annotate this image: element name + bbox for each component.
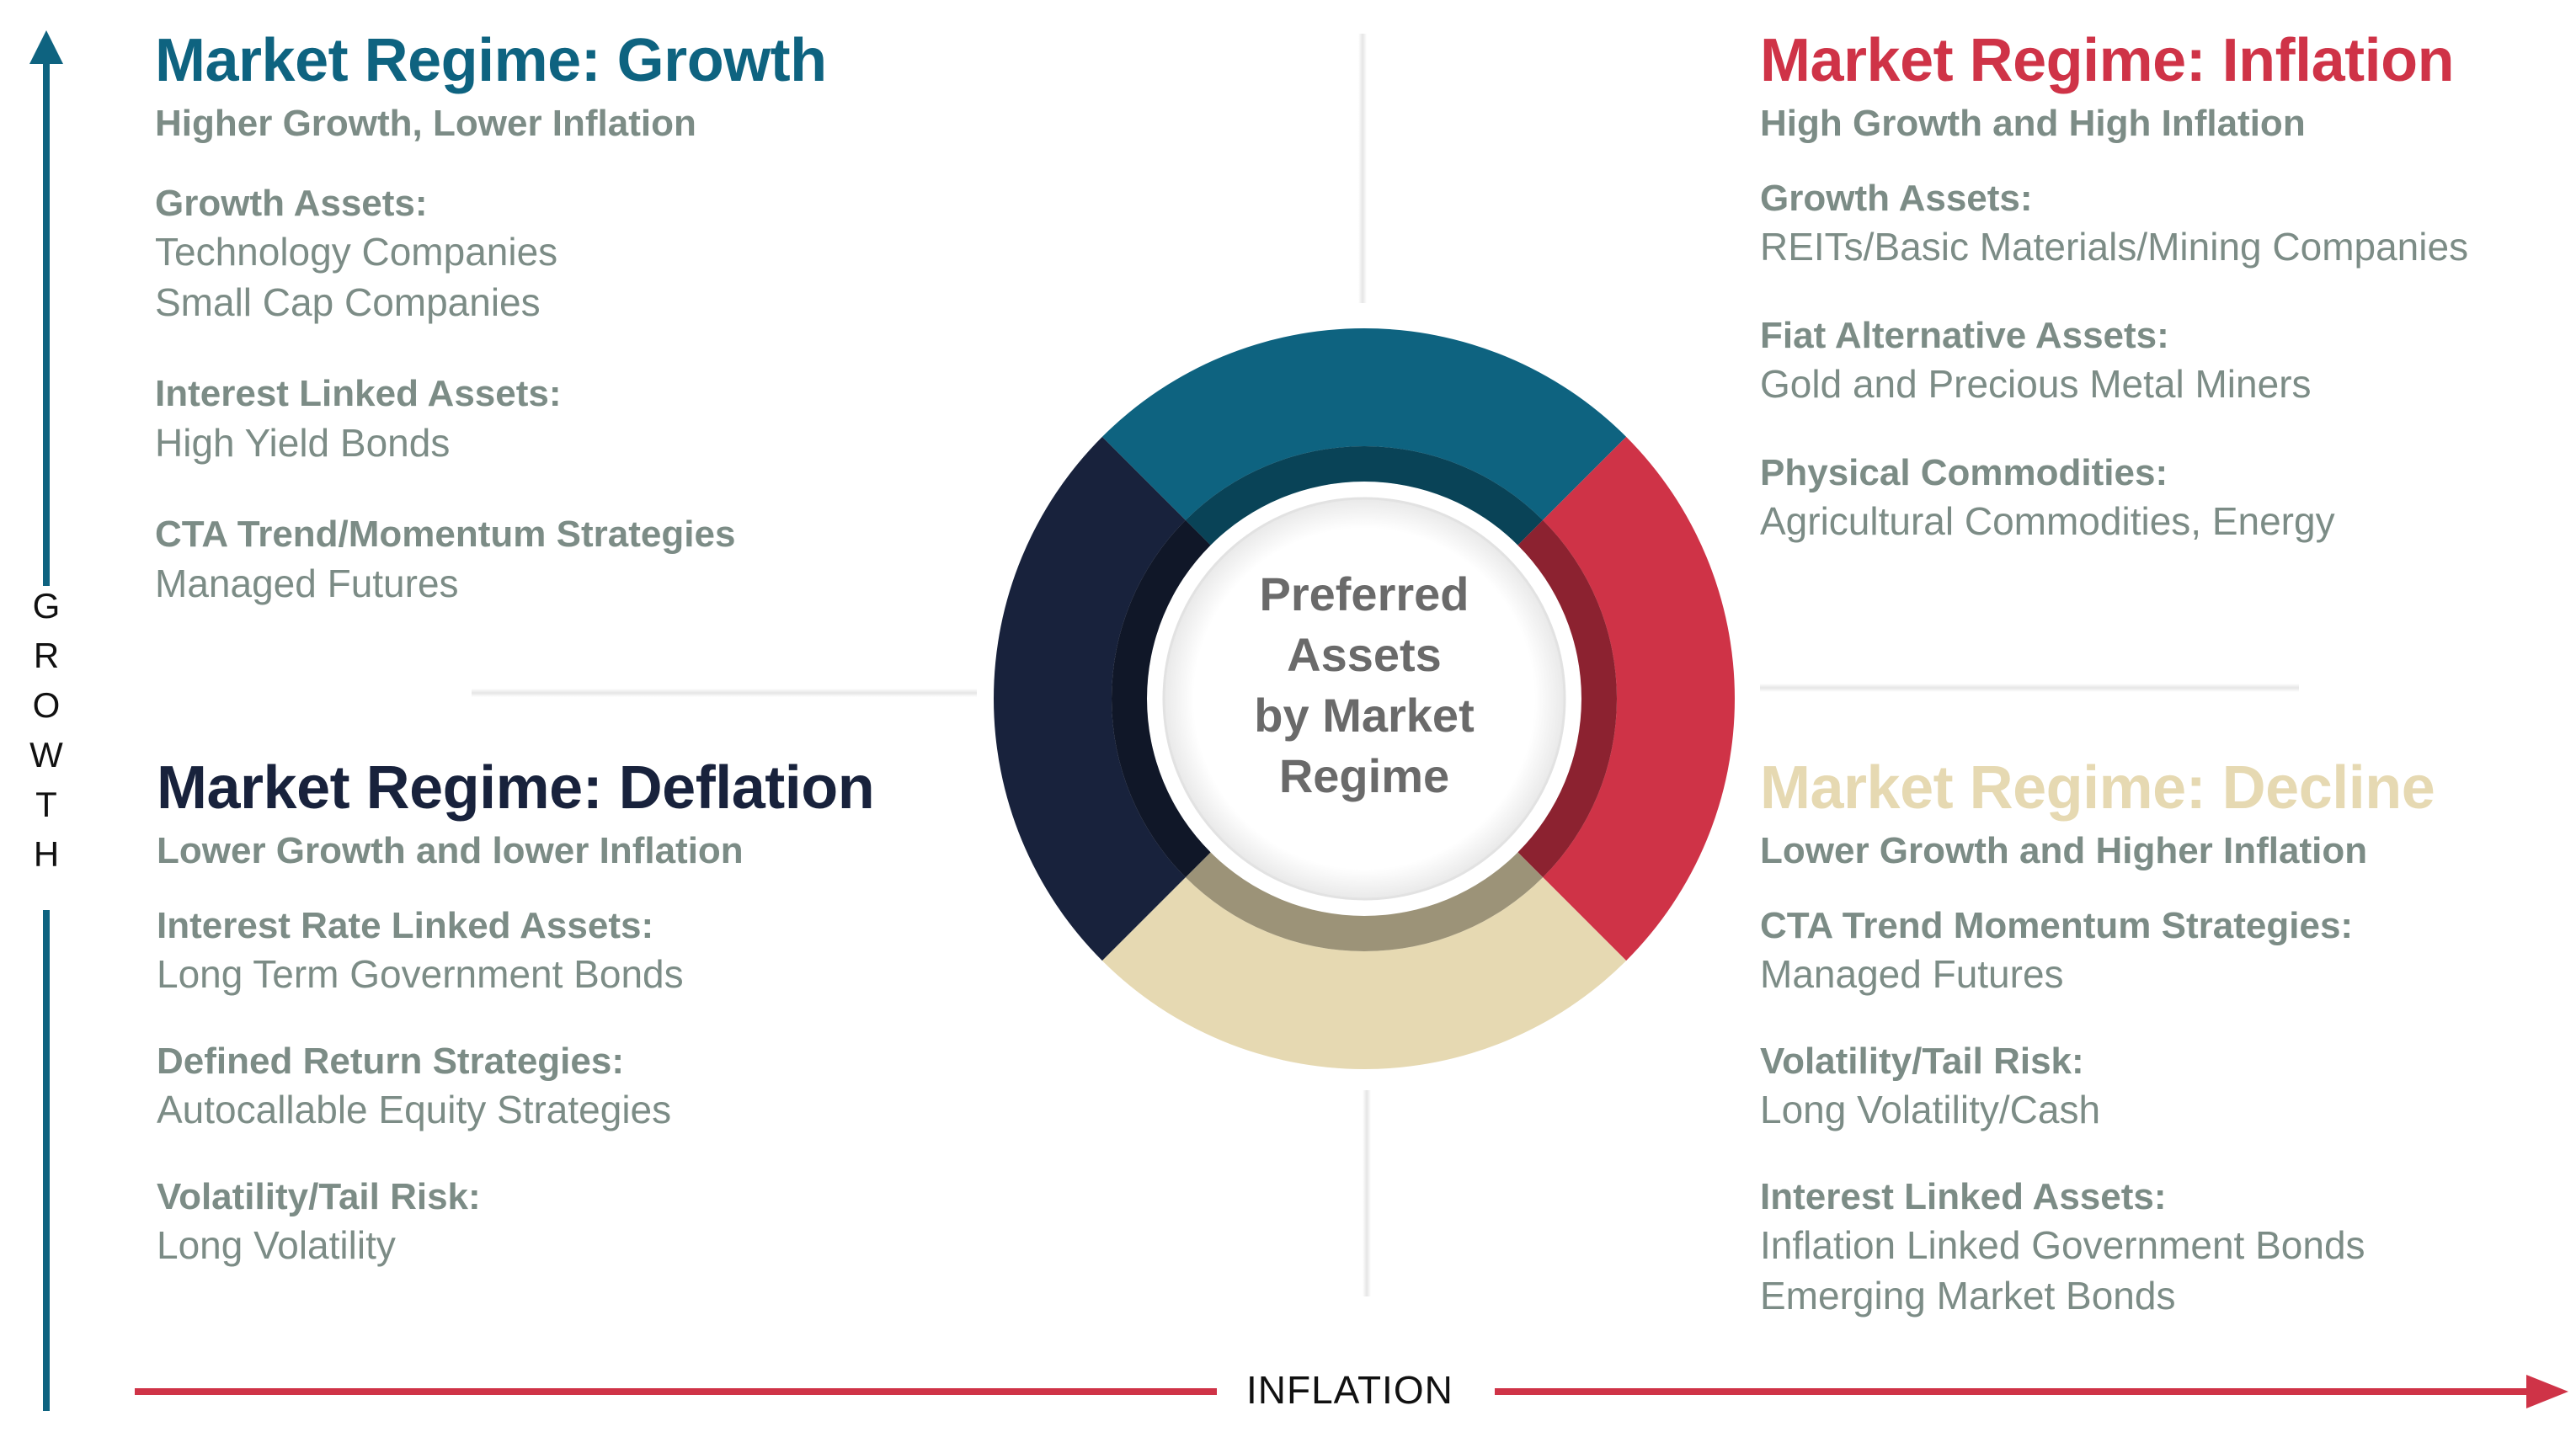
asset-group-heading: Volatility/Tail Risk: (157, 1175, 481, 1217)
asset-item: Long Volatility/Cash (1760, 1087, 2101, 1131)
center-label-line: Assets (1287, 628, 1442, 681)
asset-item: High Yield Bonds (155, 420, 451, 465)
asset-group: Interest Linked Assets: Inflation Linked… (1760, 1173, 2568, 1322)
growth-letter: G (32, 586, 61, 626)
growth-axis-arrow (29, 30, 63, 1411)
regime-subtitle: Higher Growth, Lower Inflation (155, 103, 696, 144)
asset-group: CTA Trend/Momentum Strategies Managed Fu… (155, 510, 913, 609)
regime-title: Market Regime: Deflation (157, 754, 875, 822)
growth-letter: W (29, 735, 63, 775)
quadrant-inflation: Market Regime: Inflation High Growth and… (1760, 30, 2568, 547)
regime-title: Market Regime: Growth (155, 27, 827, 94)
growth-letter: T (35, 785, 57, 824)
ring-segment-inflation (1543, 436, 1735, 961)
asset-item: Autocallable Equity Strategies (157, 1087, 672, 1131)
asset-group-heading: Volatility/Tail Risk: (1760, 1040, 2084, 1082)
ring-inner-shade (1185, 446, 1544, 546)
quadrant-growth: Market Regime: Growth Higher Growth, Low… (155, 30, 913, 609)
asset-group-heading: Interest Linked Assets: (1760, 1175, 2167, 1217)
asset-group: CTA Trend Momentum Strategies: Managed F… (1760, 902, 2568, 1000)
asset-group-heading: Defined Return Strategies: (157, 1040, 624, 1082)
regime-subtitle: Lower Growth and Higher Inflation (1760, 830, 2368, 871)
asset-item: Managed Futures (1760, 951, 2064, 996)
asset-group-heading: Interest Rate Linked Assets: (157, 904, 654, 946)
inflation-axis-label: INFLATION (1246, 1368, 1453, 1412)
asset-item: Managed Futures (155, 561, 459, 605)
asset-item: Long Term Government Bonds (157, 951, 684, 996)
ring-inner-shade (1517, 519, 1617, 878)
divider-bottom (1363, 1090, 1371, 1296)
quadrant-deflation: Market Regime: Deflation Lower Growth an… (157, 758, 915, 1271)
asset-item: Long Volatility (157, 1222, 396, 1267)
asset-group: Interest Rate Linked Assets: Long Term G… (157, 902, 915, 1000)
regime-title: Market Regime: Inflation (1760, 27, 2455, 94)
regime-subtitle: High Growth and High Inflation (1760, 103, 2306, 144)
asset-group: Growth Assets: Technology Companies Smal… (155, 179, 913, 328)
asset-item: Technology Companies (155, 229, 558, 274)
regime-subtitle: Lower Growth and lower Inflation (157, 830, 744, 871)
asset-group-heading: Physical Commodities: (1760, 451, 2168, 493)
ring-inner-shadow (1517, 519, 1617, 878)
center-label-line: Regime (1278, 749, 1450, 802)
center-label: Preferred Assets by Market Regime (1229, 564, 1499, 806)
ring-segment-decline (1101, 877, 1627, 1069)
growth-letter: O (32, 685, 61, 725)
asset-group-heading: Fiat Alternative Assets: (1760, 314, 2169, 356)
regime-title: Market Regime: Decline (1760, 754, 2435, 822)
asset-group: Growth Assets: REITs/Basic Materials/Min… (1760, 174, 2568, 273)
asset-group: Fiat Alternative Assets: Gold and Precio… (1760, 311, 2568, 410)
asset-group-heading: CTA Trend/Momentum Strategies (155, 514, 736, 556)
asset-group-heading: Growth Assets: (1760, 177, 2033, 219)
growth-letter: H (33, 834, 60, 874)
ring-segment-deflation (994, 436, 1186, 961)
regime-ring (994, 328, 1735, 1069)
quadrant-decline: Market Regime: Decline Lower Growth and … (1760, 758, 2568, 1321)
growth-letter: R (33, 636, 60, 675)
asset-group: Interest Linked Assets: High Yield Bonds (155, 370, 913, 468)
asset-group-heading: Growth Assets: (155, 182, 428, 224)
divider-left (472, 689, 977, 697)
divider-right (1760, 684, 2299, 692)
inflation-axis-arrow (135, 1375, 2568, 1408)
ring-inner-shade (1185, 852, 1544, 951)
asset-item: Gold and Precious Metal Miners (1760, 361, 2312, 406)
asset-item: Small Cap Companies (155, 279, 541, 324)
asset-group: Volatility/Tail Risk: Long Volatility (157, 1173, 915, 1271)
divider-top (1358, 34, 1367, 303)
asset-item: Emerging Market Bonds (1760, 1273, 2176, 1318)
ring-inner-shadow (1112, 519, 1211, 878)
center-label-line: by Market (1254, 689, 1475, 742)
asset-group: Volatility/Tail Risk: Long Volatility/Ca… (1760, 1037, 2568, 1136)
center-label-line: Preferred (1259, 567, 1469, 620)
asset-group: Physical Commodities: Agricultural Commo… (1760, 449, 2568, 547)
asset-item: Agricultural Commodities, Energy (1760, 498, 2335, 543)
ring-inner-shadow (1185, 446, 1544, 546)
asset-group-heading: CTA Trend Momentum Strategies: (1760, 904, 2354, 946)
growth-axis-label: G R O W T H (25, 581, 67, 879)
ring-segment-growth (1101, 328, 1627, 520)
ring-inner-shadow (1185, 852, 1544, 951)
asset-item: Inflation Linked Government Bonds (1760, 1222, 2365, 1267)
asset-group: Defined Return Strategies: Autocallable … (157, 1037, 915, 1136)
asset-item: REITs/Basic Materials/Mining Companies (1760, 224, 2469, 269)
asset-group-heading: Interest Linked Assets: (155, 373, 562, 415)
ring-inner-shade (1112, 519, 1211, 878)
